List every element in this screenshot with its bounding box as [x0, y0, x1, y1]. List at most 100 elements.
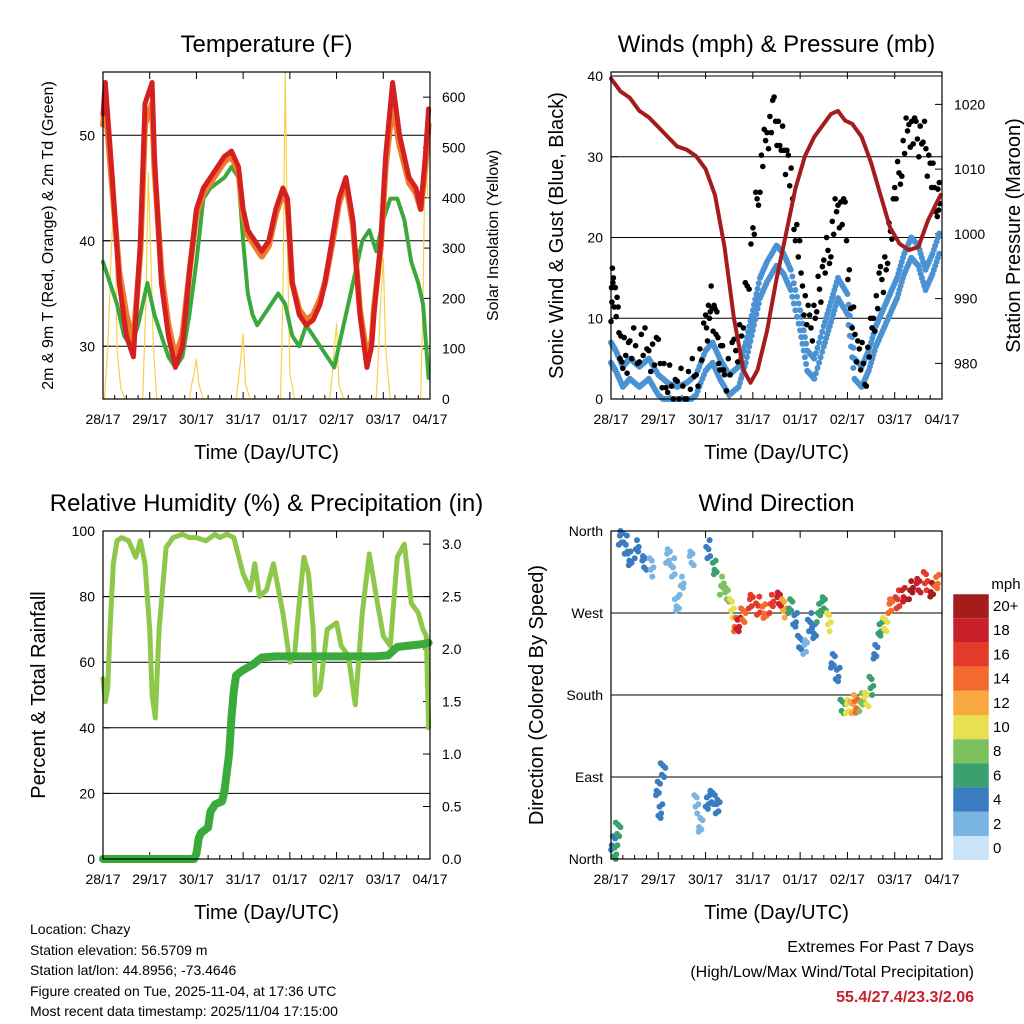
- direction-point: [915, 587, 922, 594]
- y-tick-label: South: [566, 687, 603, 703]
- direction-point: [804, 616, 811, 623]
- gust-point: [775, 118, 782, 125]
- y2-tick-label: 3.0: [442, 536, 462, 552]
- direction-point: [634, 537, 640, 544]
- gust-point: [750, 225, 756, 231]
- dewpoint-line: [101, 164, 431, 380]
- gust-point: [636, 359, 643, 365]
- winds-pressure-panel: Winds (mph) & Pressure (mb) Time (Day/UTC…: [546, 31, 1024, 464]
- wind-point: [749, 307, 756, 314]
- y-tick-label: 80: [79, 589, 95, 605]
- colorbar-label: 10: [993, 719, 1010, 736]
- wind-point: [844, 291, 851, 297]
- colorbar-frame: [952, 593, 990, 861]
- direction-point: [762, 601, 769, 608]
- direction-point: [810, 630, 817, 637]
- gust-point: [674, 378, 680, 385]
- gust-point: [746, 286, 752, 293]
- y2-tick-label: 1.0: [442, 746, 462, 762]
- gust-point: [921, 118, 928, 125]
- gust-point: [876, 270, 882, 276]
- colorbar-label: 0: [993, 840, 1001, 857]
- wind-point: [936, 250, 943, 257]
- y-tick-label: 100: [72, 523, 96, 539]
- gust-point: [668, 383, 675, 389]
- gust-point: [900, 137, 906, 144]
- gust-point: [651, 362, 658, 368]
- direction-point: [722, 584, 729, 591]
- gust-point: [865, 344, 871, 351]
- gust-point: [930, 160, 936, 166]
- gust-point: [721, 372, 728, 378]
- gust-point: [794, 221, 800, 228]
- colorbar-swatch: [953, 690, 989, 715]
- wind-point: [755, 280, 762, 287]
- direction-point: [892, 594, 899, 601]
- gust-point: [826, 260, 833, 267]
- wind-point: [751, 322, 757, 328]
- wind-point: [748, 312, 755, 319]
- gust-point: [757, 189, 763, 196]
- plot-border: [610, 71, 943, 400]
- station-location: Location: Chazy: [30, 921, 131, 937]
- y-tick-label: 50: [79, 127, 95, 143]
- y-axis-label: 2m & 9m T (Red, Orange) & 2m Td (Green): [40, 81, 57, 390]
- station-latlon: Station lat/lon: 44.8956; -73.4646: [30, 962, 237, 978]
- y-tick-label: 20: [587, 230, 603, 246]
- wind-point: [753, 291, 760, 297]
- y2-axis-label: Station Pressure (Maroon): [1003, 118, 1024, 353]
- gust-point: [699, 357, 705, 364]
- gust-point: [621, 334, 627, 341]
- gust-point: [901, 150, 908, 157]
- wind-point: [846, 312, 853, 319]
- direction-point: [752, 600, 759, 607]
- direction-point: [707, 787, 714, 794]
- direction-point: [739, 616, 746, 623]
- extremes-title: Extremes For Past 7 Days: [787, 939, 974, 956]
- wind-point: [803, 361, 810, 367]
- gust-point: [632, 342, 639, 349]
- colorbar-label: 4: [993, 792, 1001, 809]
- direction-point: [936, 571, 942, 578]
- station-elevation: Station elevation: 56.5709 m: [30, 941, 208, 958]
- gust-point: [758, 152, 765, 158]
- gust-point: [809, 338, 816, 344]
- x-tick-label: 03/17: [877, 871, 912, 887]
- gust-point: [629, 355, 635, 362]
- y-tick-label: 20: [79, 785, 95, 801]
- rh-line: [100, 531, 432, 731]
- gust-point: [935, 207, 942, 213]
- direction-point: [927, 589, 934, 595]
- gust-point: [734, 359, 741, 365]
- gust-point: [839, 221, 845, 228]
- gust-point: [894, 158, 901, 165]
- direction-point: [627, 548, 634, 555]
- chart-title: Temperature (F): [180, 31, 352, 58]
- direction-point: [786, 605, 792, 612]
- gust-point: [736, 321, 743, 328]
- y-tick-label: North: [569, 851, 603, 867]
- gust-point: [612, 284, 619, 291]
- x-axis-label: Time (Day/UTC): [704, 442, 849, 464]
- direction-point: [688, 559, 695, 566]
- y-tick-label: 0: [87, 851, 95, 867]
- x-tick-label: 02/17: [319, 871, 354, 887]
- direction-point: [646, 555, 653, 562]
- direction-point: [787, 596, 794, 603]
- wind-point: [803, 340, 810, 347]
- gust-point: [822, 270, 828, 276]
- gust-point: [926, 152, 932, 158]
- direction-point: [880, 614, 886, 621]
- y-tick-label: 60: [79, 654, 95, 670]
- direction-point: [626, 557, 633, 564]
- x-tick-label: 04/17: [924, 871, 959, 887]
- x-tick-label: 01/17: [272, 871, 307, 887]
- direction-point: [778, 596, 785, 603]
- direction-point: [641, 564, 648, 571]
- gust-point: [705, 302, 712, 309]
- gust-point: [842, 199, 848, 205]
- wind-point: [812, 350, 819, 357]
- y2-axis-label: Solar Insolation (Yellow): [485, 150, 502, 321]
- gust-point: [846, 267, 853, 273]
- y2-tick-label: 990: [954, 291, 978, 307]
